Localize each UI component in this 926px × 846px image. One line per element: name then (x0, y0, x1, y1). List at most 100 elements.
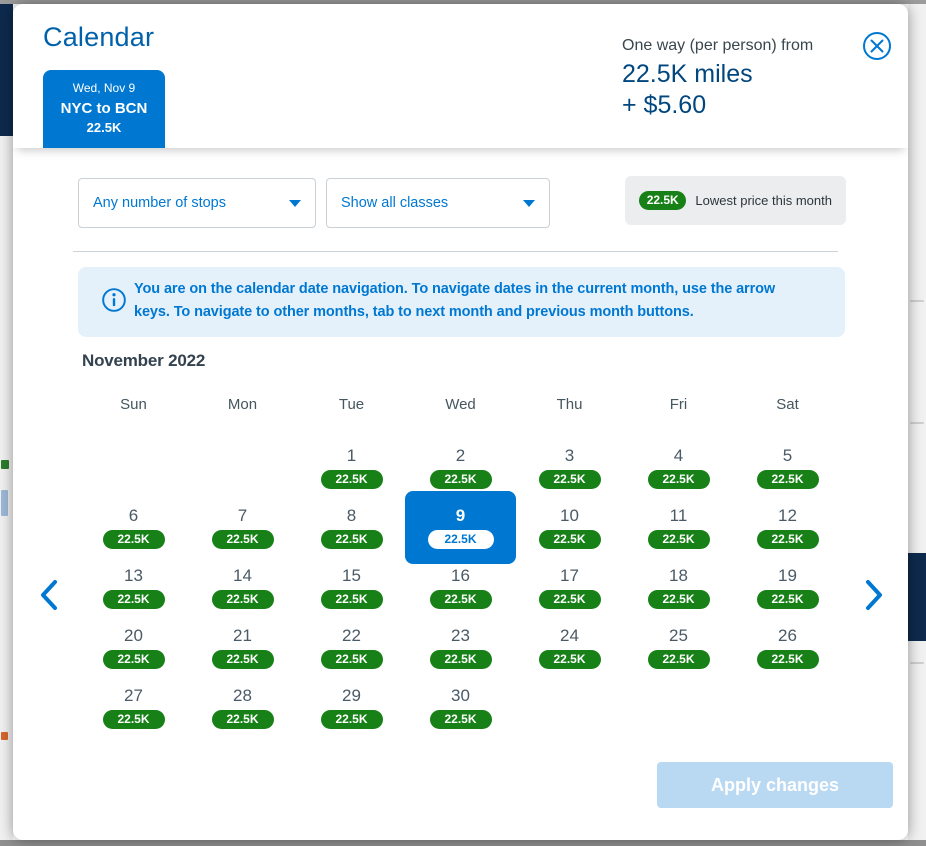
price-badge: 22.5K (102, 530, 165, 549)
weekday-header: Mon (227, 396, 258, 413)
calendar-day[interactable]: 29 22.5K (297, 680, 406, 740)
price-badge: 22.5K (756, 590, 819, 609)
calendar-day[interactable]: 13 22.5K (79, 560, 188, 620)
calendar-day[interactable]: 18 22.5K (624, 560, 733, 620)
price-badge: 22.5K (211, 590, 274, 609)
weekday-header: Thu (556, 396, 583, 413)
price-badge: 22.5K (320, 470, 383, 489)
day-number: 26 (778, 626, 797, 645)
day-number: 28 (233, 686, 252, 705)
apply-changes-button[interactable]: Apply changes (657, 762, 893, 808)
day-number: 3 (564, 446, 575, 465)
day-number: 19 (778, 566, 797, 585)
calendar-day[interactable]: 21 22.5K (188, 620, 297, 680)
backdrop-bottom-bar (0, 840, 926, 846)
backdrop-fragment (910, 300, 924, 302)
backdrop-fragment (910, 422, 924, 424)
day-number: 4 (673, 446, 684, 465)
price-badge: 22.5K (756, 470, 819, 489)
calendar-day[interactable]: 1 22.5K (297, 440, 406, 500)
calendar-day[interactable]: 10 22.5K (515, 500, 624, 560)
class-dropdown-value: Show all classes (341, 195, 449, 211)
calendar-day[interactable]: 5 22.5K (733, 440, 842, 500)
calendar-day[interactable]: 30 22.5K (406, 680, 515, 740)
day-number: 29 (342, 686, 361, 705)
price-badge: 22.5K (647, 530, 710, 549)
backdrop-navbar-fragment (908, 553, 926, 641)
chevron-down-icon (523, 199, 535, 207)
day-number: 13 (124, 566, 143, 585)
price-badge: 22.5K (756, 650, 819, 669)
calendar-day[interactable]: 3 22.5K (515, 440, 624, 500)
lowest-price-legend: 22.5K Lowest price this month (625, 176, 846, 225)
calendar-day[interactable]: 20 22.5K (79, 620, 188, 680)
calendar-day-selected[interactable]: 9 22.5K (405, 491, 516, 564)
price-badge: 22.5K (429, 650, 492, 669)
calendar-day[interactable]: 22 22.5K (297, 620, 406, 680)
day-number: 23 (451, 626, 470, 645)
backdrop-navbar-fragment (0, 4, 13, 136)
backdrop-fragment (1, 732, 8, 740)
weekday-header: Wed (445, 396, 476, 413)
day-number: 24 (560, 626, 579, 645)
weekday-header-row: Sun Mon Tue Wed Thu Fri Sat (79, 396, 842, 413)
day-number: 22 (342, 626, 361, 645)
calendar-day[interactable]: 14 22.5K (188, 560, 297, 620)
day-number: 7 (237, 506, 248, 525)
price-badge: 22.5K (427, 530, 494, 549)
backdrop-fragment (910, 662, 924, 664)
calendar-day[interactable]: 12 22.5K (733, 500, 842, 560)
backdrop-left-strip (0, 4, 13, 840)
calendar-day[interactable]: 7 22.5K (188, 500, 297, 560)
calendar-days-grid: 1 22.5K 2 22.5K 3 22.5K 4 22.5K 5 22.5K 6 22.5K 7 22.… (79, 440, 842, 740)
day-number: 11 (669, 506, 688, 525)
next-month-button[interactable] (854, 576, 894, 616)
day-number: 9 (455, 506, 466, 525)
legend-price-badge: 22.5K (639, 191, 687, 210)
day-number: 8 (346, 506, 357, 525)
calendar-day[interactable]: 6 22.5K (79, 500, 188, 560)
price-badge: 22.5K (429, 710, 492, 729)
calendar-day[interactable]: 17 22.5K (515, 560, 624, 620)
info-banner-text: You are on the calendar date navigation.… (134, 281, 776, 321)
class-dropdown[interactable]: Show all classes (326, 178, 550, 228)
divider (73, 251, 838, 252)
day-number: 10 (560, 506, 579, 525)
calendar-day[interactable]: 23 22.5K (406, 620, 515, 680)
price-badge: 22.5K (211, 650, 274, 669)
price-badge: 22.5K (429, 590, 492, 609)
stops-dropdown[interactable]: Any number of stops (78, 178, 316, 228)
price-badge: 22.5K (647, 650, 710, 669)
price-badge: 22.5K (320, 710, 383, 729)
calendar-day[interactable]: 19 22.5K (733, 560, 842, 620)
chevron-down-icon (289, 199, 301, 207)
chevron-left-icon (38, 579, 60, 614)
day-number: 14 (233, 566, 252, 585)
calendar-day[interactable]: 28 22.5K (188, 680, 297, 740)
calendar-day[interactable]: 24 22.5K (515, 620, 624, 680)
calendar-day[interactable]: 16 22.5K (406, 560, 515, 620)
weekday-header: Sun (120, 396, 147, 413)
calendar-day[interactable]: 8 22.5K (297, 500, 406, 560)
previous-month-button[interactable] (29, 576, 69, 616)
day-number: 16 (451, 566, 470, 585)
day-number: 1 (346, 446, 357, 465)
close-button[interactable] (862, 31, 892, 61)
calendar-day[interactable]: 25 22.5K (624, 620, 733, 680)
day-number: 20 (124, 626, 143, 645)
price-badge: 22.5K (211, 710, 274, 729)
calendar-day[interactable]: 4 22.5K (624, 440, 733, 500)
calendar-day[interactable]: 15 22.5K (297, 560, 406, 620)
calendar-day[interactable]: 2 22.5K (406, 440, 515, 500)
calendar-day[interactable]: 11 22.5K (624, 500, 733, 560)
price-badge: 22.5K (538, 590, 601, 609)
calendar-day[interactable]: 26 22.5K (733, 620, 842, 680)
price-badge: 22.5K (647, 470, 710, 489)
trip-tab-selected[interactable]: Wed, Nov 9 NYC to BCN 22.5K (43, 70, 165, 148)
calendar-day[interactable]: 27 22.5K (79, 680, 188, 740)
price-badge: 22.5K (102, 650, 165, 669)
day-number: 25 (669, 626, 688, 645)
price-badge: 22.5K (756, 530, 819, 549)
chevron-right-icon (863, 579, 885, 614)
